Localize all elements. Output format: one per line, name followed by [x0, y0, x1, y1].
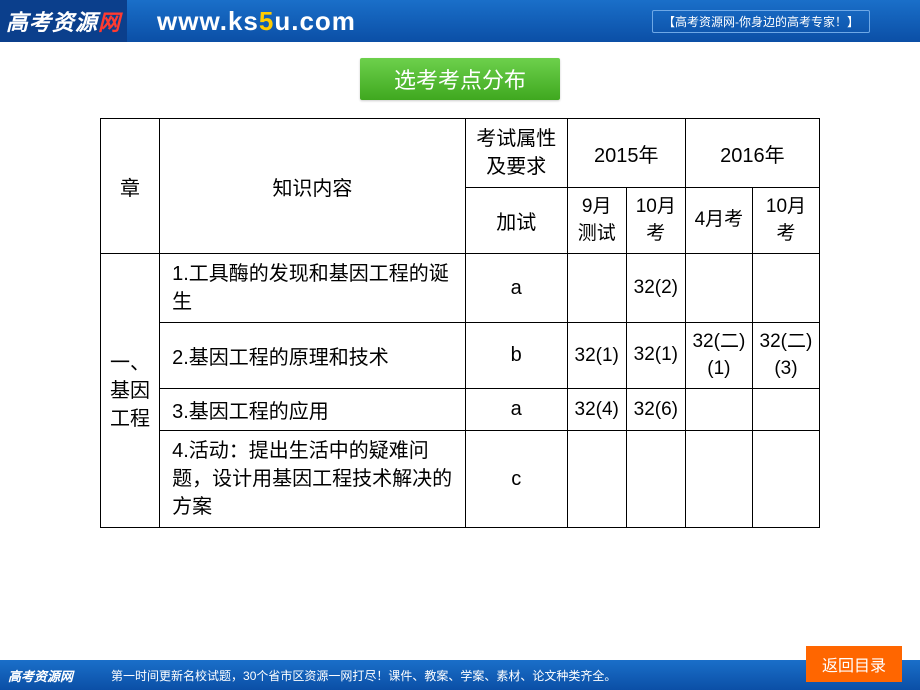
cell-content: 2.基因工程的原理和技术	[160, 323, 466, 389]
cell-2016-4	[685, 389, 752, 431]
cell-2015-9: 32(1)	[567, 323, 626, 389]
th-2015: 2015年	[567, 119, 685, 188]
bottom-logo: 高考资源网	[0, 666, 81, 685]
th-chapter: 章	[101, 119, 160, 254]
th-exam-attr: 考试属性及要求	[465, 119, 567, 188]
cell-2016-10	[752, 431, 819, 528]
cell-2015-9	[567, 254, 626, 323]
th-10exam2: 10月考	[752, 188, 819, 254]
cell-attr: c	[465, 431, 567, 528]
th-10exam: 10月考	[626, 188, 685, 254]
logo-text: 高考资源网	[6, 5, 121, 37]
th-jiashi: 加试	[465, 188, 567, 254]
table-row: 3.基因工程的应用 a 32(4) 32(6)	[101, 389, 820, 431]
th-9test: 9月测试	[567, 188, 626, 254]
header-row-1: 章 知识内容 考试属性及要求 2015年 2016年	[101, 119, 820, 188]
cell-2015-9	[567, 431, 626, 528]
return-button[interactable]: 返回目录	[806, 646, 902, 682]
cell-attr: a	[465, 389, 567, 431]
cell-2015-10: 32(6)	[626, 389, 685, 431]
url-prefix: www.ks	[157, 6, 259, 36]
table-wrap: 章 知识内容 考试属性及要求 2015年 2016年 加试 9月测试 10月考 …	[100, 118, 820, 528]
banner-tag: 【高考资源网-你身边的高考专家！】	[652, 10, 870, 33]
cell-attr: a	[465, 254, 567, 323]
url-highlight: 5	[259, 6, 274, 36]
cell-2016-4	[685, 254, 752, 323]
exam-table: 章 知识内容 考试属性及要求 2015年 2016年 加试 9月测试 10月考 …	[100, 118, 820, 528]
top-banner: 高考资源网 www.ks5u.com 【高考资源网-你身边的高考专家！】	[0, 0, 920, 42]
cell-2015-10	[626, 431, 685, 528]
logo-suffix: 网	[98, 10, 121, 35]
th-2016: 2016年	[685, 119, 819, 188]
url-suffix: u.com	[274, 6, 356, 36]
cell-content: 1.工具酶的发现和基因工程的诞生	[160, 254, 466, 323]
cell-content: 3.基因工程的应用	[160, 389, 466, 431]
cell-2016-4	[685, 431, 752, 528]
th-knowledge: 知识内容	[160, 119, 466, 254]
cell-2016-10	[752, 389, 819, 431]
cell-2015-9: 32(4)	[567, 389, 626, 431]
cell-2016-4: 32(二)(1)	[685, 323, 752, 389]
bottom-banner: 高考资源网 第一时间更新名校试题，30个省市区资源一网打尽！课件、教案、学案、素…	[0, 660, 920, 690]
table-row: 2.基因工程的原理和技术 b 32(1) 32(1) 32(二)(1) 32(二…	[101, 323, 820, 389]
th-4exam: 4月考	[685, 188, 752, 254]
cell-2016-10: 32(二)(3)	[752, 323, 819, 389]
url-text: www.ks5u.com	[157, 6, 356, 37]
bottom-text: 第一时间更新名校试题，30个省市区资源一网打尽！课件、教案、学案、素材、论文种类…	[111, 667, 616, 684]
page-title: 选考考点分布	[360, 58, 560, 100]
chapter-cell: 一、基因工程	[101, 254, 160, 528]
cell-2016-10	[752, 254, 819, 323]
cell-2015-10: 32(2)	[626, 254, 685, 323]
logo-box: 高考资源网	[0, 0, 127, 42]
table-row: 4.活动：提出生活中的疑难问题，设计用基因工程技术解决的方案 c	[101, 431, 820, 528]
logo-main: 高考资源	[6, 10, 98, 35]
cell-attr: b	[465, 323, 567, 389]
cell-content: 4.活动：提出生活中的疑难问题，设计用基因工程技术解决的方案	[160, 431, 466, 528]
cell-2015-10: 32(1)	[626, 323, 685, 389]
table-row: 一、基因工程 1.工具酶的发现和基因工程的诞生 a 32(2)	[101, 254, 820, 323]
